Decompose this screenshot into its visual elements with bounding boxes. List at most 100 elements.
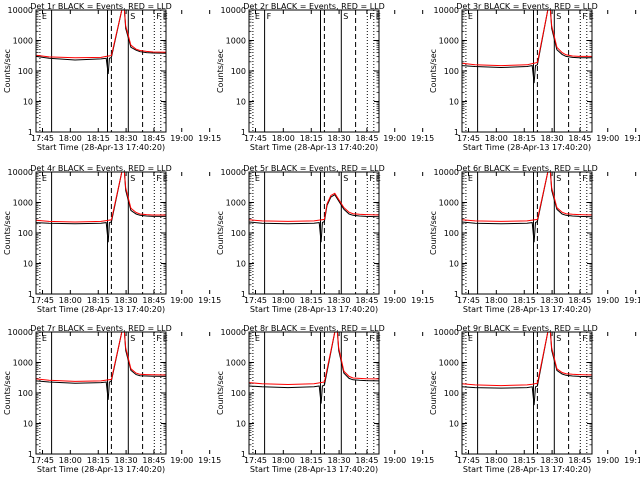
event-marker-label: S [556,12,561,21]
plot-frame [35,171,167,295]
x-tick-label: 18:00 [59,296,82,305]
x-tick-label: 19:15 [198,134,221,143]
x-tick-label: 19:15 [624,134,640,143]
plot-frame [248,331,380,455]
event-marker-label: S [556,334,561,343]
events-series-line [249,332,379,404]
event-marker-label: E [163,174,168,183]
plot-frame [461,171,593,295]
x-tick-label: 18:00 [59,456,82,465]
y-tick-label: 1000 [226,199,246,208]
x-axis-label: Start Time (28-Apr-13 17:40:20) [250,305,378,314]
y-axis-label: Counts/sec [429,49,438,93]
event-marker-label: F [582,334,587,343]
x-tick-label: 18:45 [568,296,591,305]
y-tick-label: 10 [449,420,459,429]
y-axis-label: Counts/sec [216,371,225,415]
y-tick-label: 10 [236,420,246,429]
events-series-line [36,172,166,243]
y-axis-label: Counts/sec [429,211,438,255]
event-marker-label: S [130,334,135,343]
y-tick-label: 1000 [439,359,459,368]
events-series-line [462,332,592,406]
detector-panel: Det 3r BLACK = Events, RED = LLD Counts/s… [429,2,640,152]
x-tick-label: 17:45 [457,134,480,143]
y-tick-label: 10 [23,420,33,429]
y-tick-label: 1 [454,450,459,459]
x-tick-label: 19:00 [596,456,619,465]
panel-title: Det 2r BLACK = Events, RED = LLD [243,2,385,11]
x-tick-label: 19:00 [170,456,193,465]
x-tick-label: 18:15 [87,296,110,305]
x-tick-label: 18:00 [272,134,295,143]
event-marker-label: F [582,12,587,21]
y-tick-label: 10 [449,260,459,269]
y-axis-label: Counts/sec [3,211,12,255]
y-tick-label: 1 [28,128,33,137]
x-tick-label: 18:00 [272,456,295,465]
x-tick-label: 18:45 [142,134,165,143]
lld-series-line [36,332,166,382]
x-tick-label: 18:45 [568,456,591,465]
x-tick-label: 18:15 [513,296,536,305]
y-tick-label: 100 [231,67,246,76]
plot-frame [248,171,380,295]
x-tick-label: 18:45 [355,456,378,465]
y-tick-label: 10000 [221,6,246,15]
y-tick-label: 100 [231,389,246,398]
y-axis-label: Counts/sec [216,49,225,93]
x-tick-label: 18:00 [59,134,82,143]
x-tick-label: 18:15 [87,456,110,465]
x-tick-label: 19:00 [596,134,619,143]
x-tick-label: 18:15 [513,456,536,465]
events-series-line [462,10,592,84]
x-tick-label: 18:15 [87,134,110,143]
x-tick-label: 17:45 [31,456,54,465]
event-marker-label: E [589,334,594,343]
panel-title: Det 7r BLACK = Events, RED = LLD [30,324,172,333]
x-tick-label: 19:00 [383,296,406,305]
x-tick-label: 19:00 [383,456,406,465]
event-marker-label: F [369,12,374,21]
y-axis-label: Counts/sec [3,371,12,415]
x-axis-label: Start Time (28-Apr-13 17:40:20) [463,143,591,152]
y-tick-label: 10000 [8,328,33,337]
y-axis-label: Counts/sec [216,211,225,255]
event-marker-label: E [255,174,260,183]
y-tick-label: 10000 [434,6,459,15]
y-tick-label: 100 [444,67,459,76]
event-marker-label: E [42,334,47,343]
y-tick-label: 1 [241,450,246,459]
y-tick-label: 100 [18,389,33,398]
x-tick-label: 18:00 [272,296,295,305]
plot-frame [35,331,167,455]
y-axis-label: Counts/sec [3,49,12,93]
x-axis-label: Start Time (28-Apr-13 17:40:20) [37,143,165,152]
event-marker-label: E [42,12,47,21]
y-tick-label: 1000 [439,37,459,46]
x-tick-label: 18:15 [513,134,536,143]
y-tick-label: 1000 [226,359,246,368]
x-tick-label: 18:15 [300,456,323,465]
x-tick-label: 17:45 [244,456,267,465]
detector-panel: Det 7r BLACK = Events, RED = LLD Counts/s… [3,324,221,474]
event-marker-label: E [42,174,47,183]
events-series-line [462,172,592,243]
y-tick-label: 100 [18,67,33,76]
event-marker-label: S [130,174,135,183]
event-marker-label: E [163,334,168,343]
y-tick-label: 1 [28,450,33,459]
event-marker-label: S [556,174,561,183]
plot-frame [461,9,593,133]
plot-frame [461,331,593,455]
event-marker-label: S [343,12,348,21]
panel-title: Det 9r BLACK = Events, RED = LLD [456,324,598,333]
x-tick-label: 18:30 [328,134,351,143]
event-marker-label: S [343,334,348,343]
x-tick-label: 19:00 [170,296,193,305]
x-tick-label: 18:45 [355,296,378,305]
y-tick-label: 10000 [434,168,459,177]
detector-panel: Det 9r BLACK = Events, RED = LLD Counts/s… [429,324,640,474]
y-tick-label: 10 [236,98,246,107]
x-tick-label: 18:30 [328,456,351,465]
